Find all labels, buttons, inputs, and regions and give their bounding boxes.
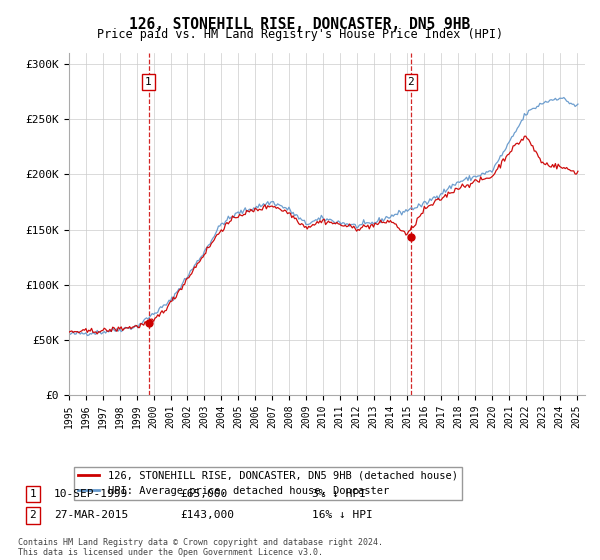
Text: 27-MAR-2015: 27-MAR-2015 [54, 510, 128, 520]
Text: 126, STONEHILL RISE, DONCASTER, DN5 9HB: 126, STONEHILL RISE, DONCASTER, DN5 9HB [130, 17, 470, 32]
Text: 10-SEP-1999: 10-SEP-1999 [54, 489, 128, 499]
Text: 3% ↓ HPI: 3% ↓ HPI [312, 489, 366, 499]
Text: £65,000: £65,000 [180, 489, 227, 499]
Text: Price paid vs. HM Land Registry's House Price Index (HPI): Price paid vs. HM Land Registry's House … [97, 28, 503, 41]
Text: 1: 1 [145, 77, 152, 87]
Text: Contains HM Land Registry data © Crown copyright and database right 2024.
This d: Contains HM Land Registry data © Crown c… [18, 538, 383, 557]
Text: £143,000: £143,000 [180, 510, 234, 520]
Text: 1: 1 [29, 489, 37, 499]
Text: 16% ↓ HPI: 16% ↓ HPI [312, 510, 373, 520]
Text: 2: 2 [407, 77, 414, 87]
Text: 2: 2 [29, 510, 37, 520]
Legend: 126, STONEHILL RISE, DONCASTER, DN5 9HB (detached house), HPI: Average price, de: 126, STONEHILL RISE, DONCASTER, DN5 9HB … [74, 466, 462, 500]
